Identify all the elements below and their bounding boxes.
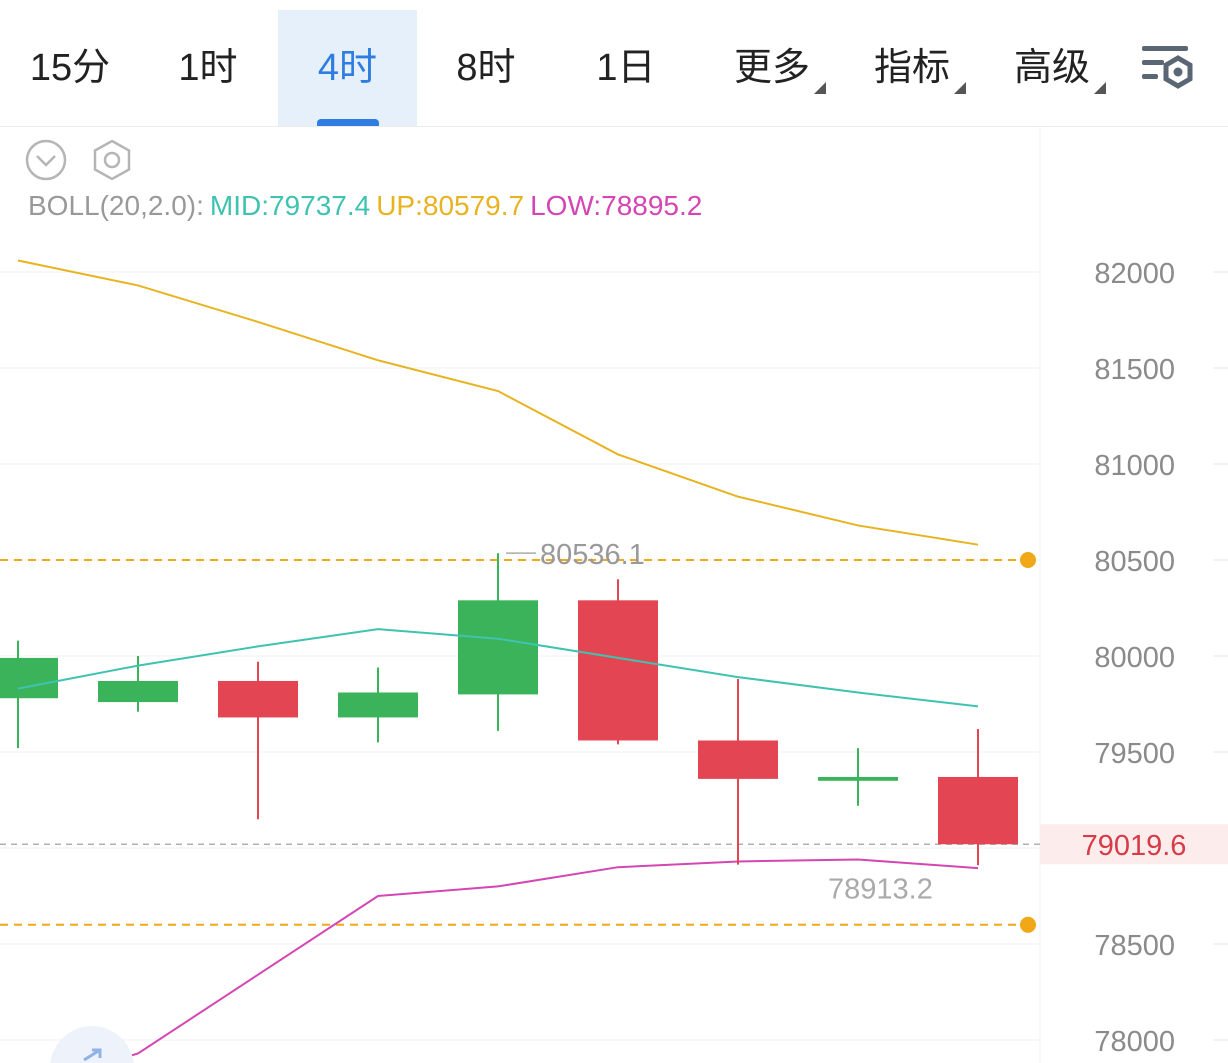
tab-1h[interactable]: 1时 bbox=[148, 10, 268, 126]
y-tick-label: 78500 bbox=[1094, 930, 1175, 962]
current-price-label: 79019.6 bbox=[1082, 830, 1187, 862]
candle-body bbox=[0, 657, 58, 699]
tab-1d[interactable]: 1日 bbox=[566, 10, 686, 126]
tab-label: 8时 bbox=[456, 47, 516, 89]
boll-upper-line bbox=[17, 259, 979, 546]
y-tick-label: 81500 bbox=[1094, 354, 1175, 386]
candle-body bbox=[218, 680, 298, 718]
boll-legend-up: UP:80579.7 bbox=[376, 190, 525, 221]
dashed-line-handle bbox=[1020, 916, 1036, 933]
active-tab-indicator bbox=[316, 119, 379, 126]
tab-label: 更多 bbox=[733, 47, 810, 89]
tab-15min[interactable]: 15分 bbox=[10, 10, 130, 126]
y-tick-label: 81000 bbox=[1094, 450, 1175, 482]
scroll-to-latest-button bbox=[50, 1026, 134, 1063]
candle-body bbox=[98, 680, 178, 703]
chevron-down-circle-icon[interactable] bbox=[24, 138, 68, 187]
tab-label: 1时 bbox=[178, 47, 238, 89]
low-price-label: 78913.2 bbox=[828, 874, 933, 906]
tab-label: 15分 bbox=[29, 47, 111, 89]
y-tick-label: 80000 bbox=[1094, 642, 1175, 674]
current-price-badge bbox=[1040, 824, 1228, 865]
candle-body bbox=[578, 600, 658, 741]
tab-label: 指标 bbox=[873, 47, 950, 89]
candle-body bbox=[698, 740, 778, 779]
candle-body bbox=[818, 776, 898, 781]
tab-indicators[interactable]: 指标 bbox=[852, 10, 972, 126]
chart-settings-icon[interactable] bbox=[1138, 40, 1200, 96]
boll-legend-low: LOW:78895.2 bbox=[530, 190, 703, 221]
high-price-label: 80536.1 bbox=[540, 539, 645, 571]
dropdown-triangle-icon bbox=[1094, 82, 1106, 94]
candle-body bbox=[938, 776, 1018, 845]
boll-mid-line bbox=[17, 628, 979, 708]
dashed-line-handle bbox=[1020, 552, 1036, 568]
hexagon-settings-icon[interactable] bbox=[90, 138, 134, 187]
y-tick-label: 80500 bbox=[1094, 546, 1175, 578]
tab-4h[interactable]: 4时 bbox=[278, 10, 417, 126]
dropdown-triangle-icon bbox=[954, 82, 966, 94]
boll-legend-label: BOLL(20,2.0): bbox=[28, 190, 204, 221]
tab-advanced[interactable]: 高级 bbox=[992, 10, 1112, 126]
tab-more[interactable]: 更多 bbox=[712, 10, 832, 126]
period-tab-bar: 15分 1时 4时 8时 1日 更多 指标 高级 bbox=[0, 0, 1228, 127]
boll-legend-mid: MID:79737.4 bbox=[209, 190, 371, 221]
tab-label: 4时 bbox=[317, 47, 378, 89]
boll-lower-line bbox=[103, 858, 979, 1063]
tab-label: 高级 bbox=[1013, 47, 1090, 89]
candle-body bbox=[458, 600, 538, 695]
boll-legend: BOLL(20,2.0): MID:79737.4 UP:80579.7 LOW:78… bbox=[28, 190, 708, 222]
dropdown-triangle-icon bbox=[814, 82, 826, 94]
arrow-icon bbox=[83, 1048, 102, 1062]
tab-label: 1日 bbox=[596, 47, 656, 89]
y-tick-label: 79500 bbox=[1094, 738, 1175, 770]
tab-8h[interactable]: 8时 bbox=[426, 10, 546, 126]
candle-body bbox=[338, 692, 418, 718]
y-tick-label: 78000 bbox=[1094, 1026, 1175, 1058]
y-tick-label: 82000 bbox=[1094, 258, 1175, 290]
